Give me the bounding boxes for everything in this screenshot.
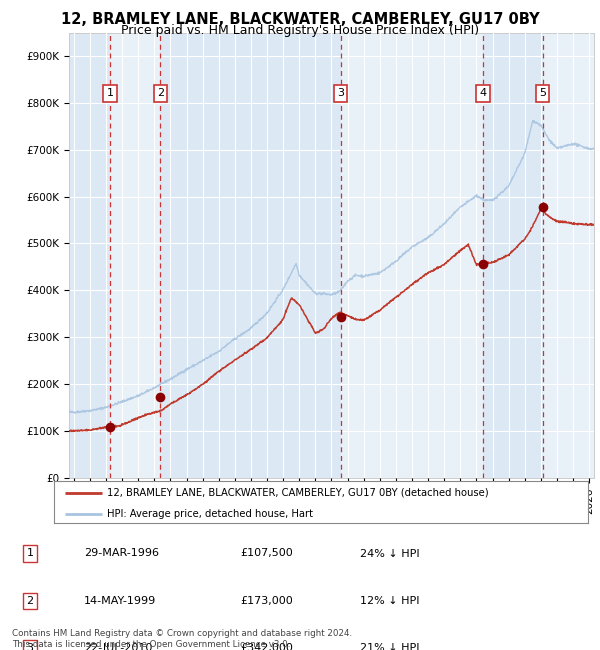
Text: 5: 5 — [539, 88, 546, 98]
Text: 2: 2 — [26, 596, 34, 606]
Text: 29-MAR-1996: 29-MAR-1996 — [84, 549, 159, 558]
Text: 2: 2 — [157, 88, 164, 98]
Text: 14-MAY-1999: 14-MAY-1999 — [84, 596, 156, 606]
Bar — [110, 32, 160, 478]
Text: 3: 3 — [337, 88, 344, 98]
Text: 12, BRAMLEY LANE, BLACKWATER, CAMBERLEY, GU17 0BY: 12, BRAMLEY LANE, BLACKWATER, CAMBERLEY,… — [61, 12, 539, 27]
Text: £173,000: £173,000 — [240, 596, 293, 606]
Text: 22-JUL-2010: 22-JUL-2010 — [84, 644, 152, 650]
Bar — [69, 32, 110, 478]
Bar — [160, 32, 341, 478]
Text: £107,500: £107,500 — [240, 549, 293, 558]
Text: Price paid vs. HM Land Registry's House Price Index (HPI): Price paid vs. HM Land Registry's House … — [121, 24, 479, 37]
Text: 12, BRAMLEY LANE, BLACKWATER, CAMBERLEY, GU17 0BY (detached house): 12, BRAMLEY LANE, BLACKWATER, CAMBERLEY,… — [107, 488, 489, 498]
Text: Contains HM Land Registry data © Crown copyright and database right 2024.
This d: Contains HM Land Registry data © Crown c… — [12, 629, 352, 649]
Text: 24% ↓ HPI: 24% ↓ HPI — [360, 549, 419, 558]
Bar — [69, 32, 110, 478]
Text: 3: 3 — [26, 644, 34, 650]
Text: 1: 1 — [106, 88, 113, 98]
Text: 4: 4 — [479, 88, 487, 98]
Text: 21% ↓ HPI: 21% ↓ HPI — [360, 644, 419, 650]
Text: 1: 1 — [26, 549, 34, 558]
Text: 12% ↓ HPI: 12% ↓ HPI — [360, 596, 419, 606]
Bar — [542, 32, 594, 478]
Text: £342,000: £342,000 — [240, 644, 293, 650]
Bar — [542, 32, 594, 478]
Bar — [341, 32, 483, 478]
Bar — [483, 32, 542, 478]
Text: HPI: Average price, detached house, Hart: HPI: Average price, detached house, Hart — [107, 509, 313, 519]
